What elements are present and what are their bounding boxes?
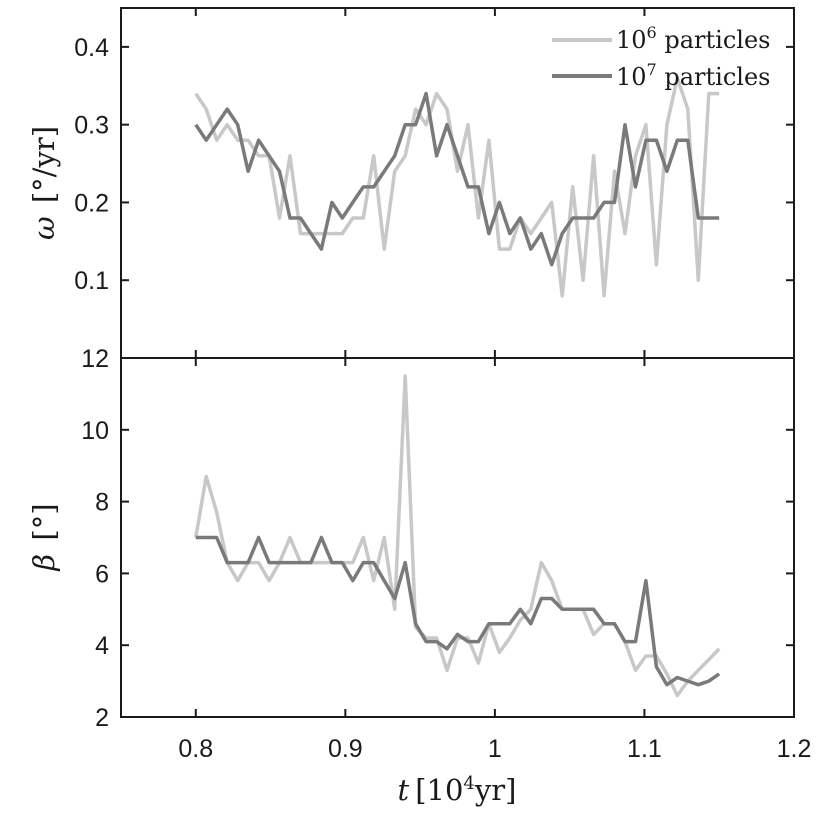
bottom-y-tick-label: 8 bbox=[95, 489, 109, 517]
legend-label-1e7: 107 particles bbox=[616, 60, 770, 91]
top-y-axis-symbol: ω bbox=[27, 216, 61, 240]
bottom-y-tick-label: 12 bbox=[81, 345, 109, 373]
bottom-y-ticks: 2 4 6 8 10 12 bbox=[81, 345, 794, 732]
bottom-y-tick-label: 6 bbox=[95, 560, 109, 588]
top-lines bbox=[194, 76, 720, 298]
bottom-x-ticks: 0.8 0.9 1 1.1 1.2 bbox=[178, 358, 811, 763]
top-series-line-1e7 bbox=[194, 91, 720, 267]
legend: 106 particles 107 particles bbox=[552, 23, 770, 91]
top-series-line-1e6 bbox=[194, 76, 720, 298]
x-tick-label: 0.9 bbox=[328, 735, 363, 763]
top-y-tick-label: 0.3 bbox=[74, 112, 109, 140]
bottom-y-axis-unit: [°] bbox=[27, 503, 61, 540]
bottom-series-line-1e7 bbox=[195, 535, 721, 687]
top-y-tick-label: 0.2 bbox=[74, 189, 109, 217]
x-tick-label: 1 bbox=[488, 735, 502, 763]
top-y-tick-label: 0.1 bbox=[74, 267, 109, 295]
bottom-lines bbox=[194, 374, 721, 698]
bottom-y-tick-label: 10 bbox=[81, 417, 109, 445]
bottom-series-line-1e6 bbox=[194, 374, 721, 698]
top-y-axis-unit: [°/yr] bbox=[27, 126, 61, 203]
bottom-plot-frame bbox=[120, 357, 795, 718]
top-panel: 0.1 0.2 0.3 0.4 ω [°/yr] 106 particles 107 … bbox=[27, 7, 795, 359]
bottom-y-axis-label: β [°] bbox=[27, 503, 61, 571]
top-y-tick-label: 0.4 bbox=[74, 34, 109, 62]
top-y-axis-label: ω [°/yr] bbox=[27, 126, 61, 240]
x-tick-label: 1.1 bbox=[627, 735, 662, 763]
top-y-ticks: 0.1 0.2 0.3 0.4 bbox=[74, 8, 795, 358]
x-axis-label: t [104yr] bbox=[398, 773, 517, 807]
legend-label-1e6: 106 particles bbox=[616, 23, 770, 54]
bottom-y-axis-symbol: β bbox=[27, 554, 61, 572]
svg-text:ω [°/yr]: ω [°/yr] bbox=[27, 126, 61, 240]
bottom-panel: 2 4 6 8 10 12 0.8 0.9 1 1.1 1.2 β [°] t [104yr] bbox=[27, 345, 811, 807]
bottom-y-tick-label: 2 bbox=[95, 704, 109, 732]
x-tick-label: 1.2 bbox=[777, 735, 812, 763]
x-tick-label: 0.8 bbox=[178, 735, 213, 763]
bottom-y-tick-label: 4 bbox=[95, 632, 109, 660]
svg-text:β [°]: β [°] bbox=[27, 503, 61, 571]
